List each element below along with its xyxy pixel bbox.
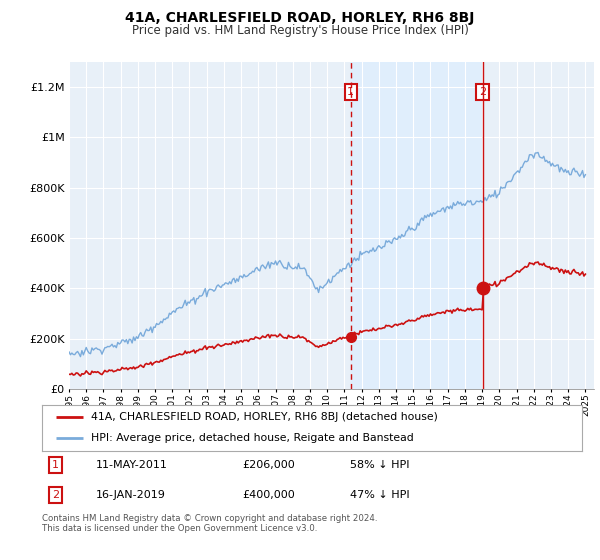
Text: 1: 1	[52, 460, 59, 470]
Text: £400,000: £400,000	[242, 490, 295, 500]
Text: 16-JAN-2019: 16-JAN-2019	[96, 490, 166, 500]
Text: 47% ↓ HPI: 47% ↓ HPI	[350, 490, 409, 500]
Text: £206,000: £206,000	[242, 460, 295, 470]
Text: 41A, CHARLESFIELD ROAD, HORLEY, RH6 8BJ: 41A, CHARLESFIELD ROAD, HORLEY, RH6 8BJ	[125, 11, 475, 25]
Text: Price paid vs. HM Land Registry's House Price Index (HPI): Price paid vs. HM Land Registry's House …	[131, 24, 469, 37]
Text: 2: 2	[479, 87, 487, 97]
Text: 2: 2	[52, 490, 59, 500]
Bar	[351, 62, 483, 389]
Text: 1: 1	[347, 87, 354, 97]
Text: 58% ↓ HPI: 58% ↓ HPI	[350, 460, 409, 470]
Text: Contains HM Land Registry data © Crown copyright and database right 2024.
This d: Contains HM Land Registry data © Crown c…	[42, 514, 377, 534]
Text: 41A, CHARLESFIELD ROAD, HORLEY, RH6 8BJ (detached house): 41A, CHARLESFIELD ROAD, HORLEY, RH6 8BJ …	[91, 412, 437, 422]
Text: 11-MAY-2011: 11-MAY-2011	[96, 460, 168, 470]
Text: HPI: Average price, detached house, Reigate and Banstead: HPI: Average price, detached house, Reig…	[91, 433, 413, 444]
